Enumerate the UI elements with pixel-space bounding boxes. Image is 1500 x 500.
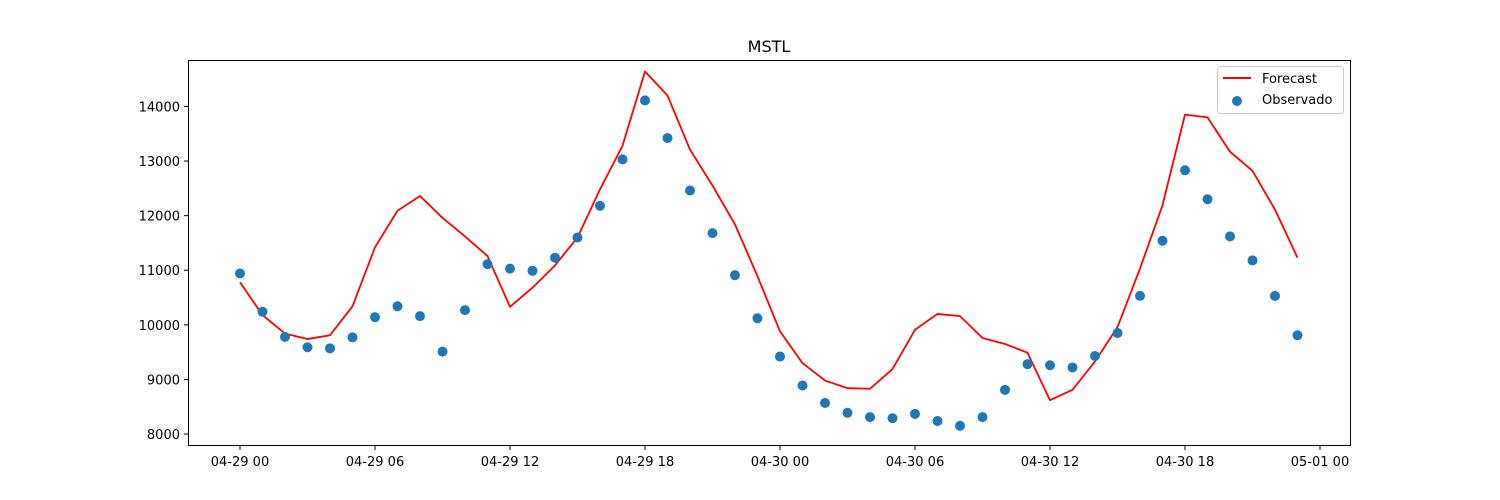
observado-point	[752, 313, 763, 324]
y-tick-label: 12000	[139, 210, 180, 225]
forecast-line	[239, 70, 1299, 402]
plot-frame	[188, 60, 1351, 446]
x-tick-label: 04-30 12	[1021, 455, 1079, 470]
x-tick-label: 05-01 00	[1291, 455, 1349, 470]
observado-point	[1202, 194, 1213, 205]
y-tick-label: 13000	[139, 155, 180, 170]
legend-observado-marker	[1232, 96, 1242, 106]
observado-point	[527, 265, 538, 276]
observado-point	[662, 133, 673, 144]
observado-point	[257, 306, 268, 317]
observado-point	[280, 331, 290, 342]
observado-point	[1225, 231, 1235, 242]
x-tick-label: 04-30 18	[1156, 455, 1214, 470]
y-tick-label: 9000	[147, 373, 180, 388]
legend-forecast-label: Forecast	[1262, 72, 1317, 87]
observado-point	[797, 380, 808, 391]
observado-point	[977, 412, 988, 423]
y-tick-label: 10000	[139, 319, 180, 334]
observado-point	[1000, 384, 1010, 395]
x-tick-label: 04-29 18	[616, 455, 674, 470]
observado-point	[415, 311, 425, 322]
chart-title: MSTL	[748, 37, 791, 56]
observado-point	[865, 412, 875, 423]
x-tick-label: 04-29 00	[211, 455, 269, 470]
observado-point	[1067, 362, 1078, 373]
observado-point	[1157, 235, 1168, 246]
observado-point	[1090, 350, 1100, 361]
observado-point	[595, 200, 605, 211]
x-tick-label: 04-30 06	[886, 455, 944, 470]
observado-point	[730, 270, 740, 281]
observado-point	[955, 420, 965, 431]
y-tick-label: 11000	[139, 264, 180, 279]
observado-point	[842, 407, 853, 418]
observado-point	[460, 305, 470, 316]
observado-point	[1045, 360, 1055, 371]
observado-point	[1292, 330, 1303, 341]
observado-point	[932, 415, 943, 426]
y-tick-label: 14000	[139, 100, 180, 115]
observado-point	[617, 154, 628, 165]
observado-point	[370, 312, 380, 323]
legend: Forecast Observado	[1217, 66, 1344, 114]
observado-point	[1270, 290, 1280, 301]
observado-point	[325, 343, 335, 354]
observado-point	[1180, 165, 1190, 176]
observado-point	[347, 332, 358, 343]
observado-point	[1022, 359, 1033, 370]
observado-point	[887, 413, 898, 424]
observado-point	[505, 263, 515, 274]
observado-point	[235, 268, 245, 279]
observado-point	[572, 232, 583, 243]
x-tick-label: 04-30 00	[751, 455, 809, 470]
observado-point	[1135, 290, 1145, 301]
x-tick-label: 04-29 06	[346, 455, 404, 470]
observado-point	[640, 95, 650, 106]
observado-point	[302, 342, 313, 353]
observado-point	[482, 259, 493, 270]
observado-point	[685, 185, 695, 196]
observado-point	[1247, 255, 1258, 266]
y-tick-label: 8000	[147, 428, 180, 443]
observado-point	[550, 252, 560, 263]
observado-point	[775, 351, 785, 362]
plot-area: 8000 9000 10000 11000 12000 13000 14000 04-29 0…	[139, 70, 1349, 470]
observado-point	[910, 408, 920, 419]
observado-point	[1112, 328, 1123, 339]
legend-observado-label: Observado	[1262, 93, 1333, 108]
observado-point	[820, 397, 830, 408]
x-tick-label: 04-29 12	[481, 455, 539, 470]
observado-point	[707, 228, 718, 239]
observado-point	[392, 301, 403, 312]
observado-point	[437, 346, 448, 357]
